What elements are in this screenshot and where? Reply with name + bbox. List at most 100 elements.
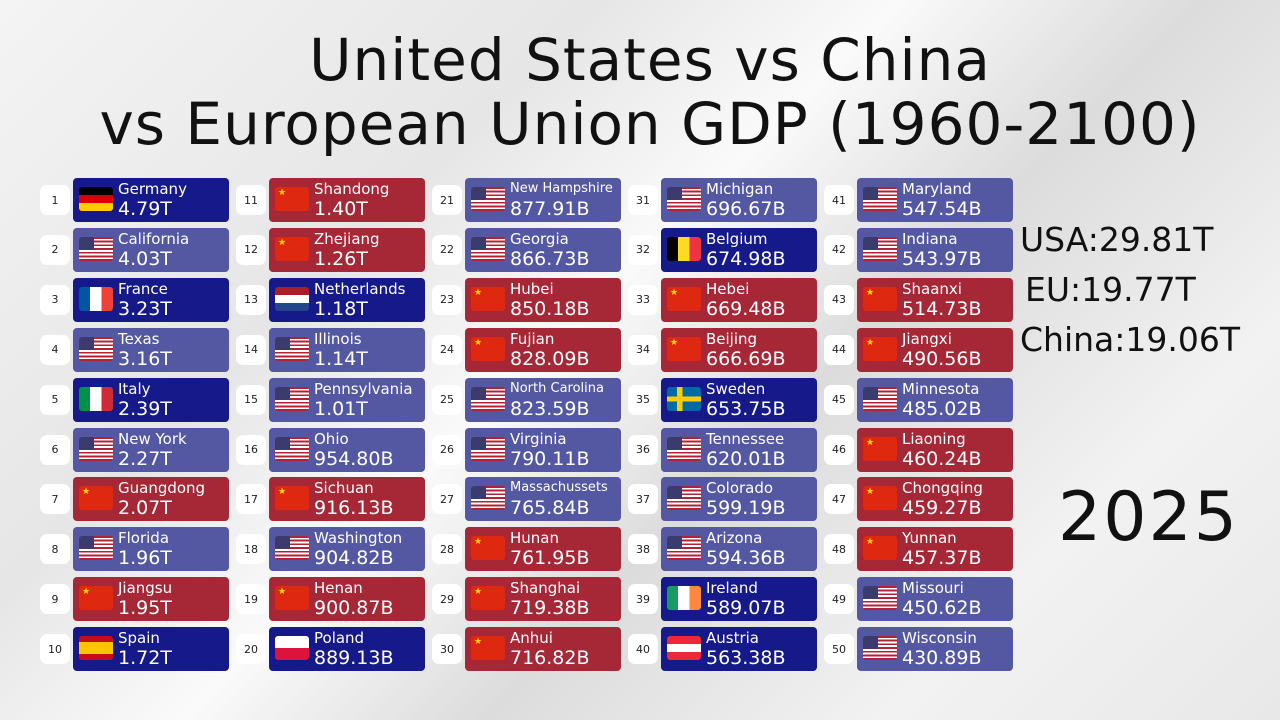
flag-cn-icon: ★ xyxy=(275,586,309,611)
rank-badge: 10 xyxy=(40,634,70,665)
region-name: Hunan xyxy=(510,529,559,548)
ranking-card: Pennsylvania 1.01T xyxy=(269,377,425,422)
flag-us-icon xyxy=(863,636,897,661)
ranking-card: ★ Zhejiang 1.26T xyxy=(269,227,425,272)
flag-cn-icon: ★ xyxy=(667,286,701,311)
region-name: Liaoning xyxy=(902,429,966,448)
gdp-value: 3.23T xyxy=(118,297,172,320)
gdp-value: 514.73B xyxy=(902,297,982,320)
rank-badge: 45 xyxy=(824,384,854,415)
ranking-card: ★ Chongqing 459.27B xyxy=(857,477,1013,522)
rank-badge: 9 xyxy=(40,584,70,615)
region-name: Germany xyxy=(118,180,187,198)
rank-badge: 43 xyxy=(824,284,854,315)
flag-us-icon xyxy=(275,436,309,461)
ranking-card: France 3.23T xyxy=(73,277,229,322)
gdp-value: 866.73B xyxy=(510,247,590,270)
region-name: Poland xyxy=(314,629,365,648)
ranking-card: Missouri 450.62B xyxy=(857,577,1013,622)
gdp-value: 459.27B xyxy=(902,497,982,520)
gdp-value: 430.89B xyxy=(902,647,982,670)
gdp-value: 543.97B xyxy=(902,247,982,270)
flag-us-icon xyxy=(471,187,505,211)
flag-us-icon xyxy=(863,386,897,411)
flag-cn-icon: ★ xyxy=(863,536,897,561)
ranking-card: North Carolina 823.59B xyxy=(465,377,621,422)
ranking-card: Maryland 547.54B xyxy=(857,178,1013,222)
region-name: Illinois xyxy=(314,329,362,348)
ranking-card: ★ Liaoning 460.24B xyxy=(857,427,1013,472)
flag-es-icon xyxy=(79,636,113,661)
ranking-card: ★ Hebei 669.48B xyxy=(661,277,817,322)
ranking-card: Texas 3.16T xyxy=(73,327,229,372)
flag-us-icon xyxy=(471,386,505,411)
gdp-value: 1.72T xyxy=(118,647,172,670)
gdp-value: 889.13B xyxy=(314,647,394,670)
region-name: Texas xyxy=(118,329,160,348)
region-name: Chongqing xyxy=(902,479,983,498)
gdp-value: 4.03T xyxy=(118,247,172,270)
flag-cn-icon: ★ xyxy=(863,336,897,361)
rank-badge: 36 xyxy=(628,434,658,465)
ranking-card: ★ Guangdong 2.07T xyxy=(73,477,229,522)
region-name: New York xyxy=(118,429,187,448)
ranking-card: Germany 4.79T xyxy=(73,178,229,222)
rank-badge: 7 xyxy=(40,484,70,515)
flag-us-icon xyxy=(863,236,897,261)
rank-badge: 25 xyxy=(432,384,462,415)
rank-badge: 21 xyxy=(432,185,462,215)
region-name: Minnesota xyxy=(902,379,980,398)
rank-badge: 1 xyxy=(40,185,70,215)
ranking-card: New York 2.27T xyxy=(73,427,229,472)
flag-us-icon xyxy=(275,536,309,561)
flag-us-icon xyxy=(667,536,701,561)
rank-badge: 26 xyxy=(432,434,462,465)
year-label: 2025 xyxy=(1058,478,1240,557)
ranking-card: Austria 563.38B xyxy=(661,627,817,672)
rank-badge: 5 xyxy=(40,384,70,415)
gdp-value: 547.54B xyxy=(902,198,982,220)
rank-badge: 2 xyxy=(40,234,70,265)
ranking-card: Georgia 866.73B xyxy=(465,227,621,272)
ranking-card: Washington 904.82B xyxy=(269,527,425,572)
rank-badge: 37 xyxy=(628,484,658,515)
gdp-value: 3.16T xyxy=(118,347,172,370)
gdp-value: 4.79T xyxy=(118,198,172,220)
gdp-value: 594.36B xyxy=(706,547,786,570)
gdp-value: 620.01B xyxy=(706,447,786,470)
rank-badge: 12 xyxy=(236,234,266,265)
ranking-card: Ohio 954.80B xyxy=(269,427,425,472)
flag-ie-icon xyxy=(667,586,701,611)
ranking-card: Arizona 594.36B xyxy=(661,527,817,572)
gdp-value: 904.82B xyxy=(314,547,394,570)
china-total: China:19.06T xyxy=(1020,320,1241,359)
gdp-value: 669.48B xyxy=(706,297,786,320)
rank-badge: 42 xyxy=(824,234,854,265)
region-name: Sweden xyxy=(706,379,766,398)
gdp-value: 828.09B xyxy=(510,347,590,370)
gdp-value: 790.11B xyxy=(510,447,590,470)
region-name: Massachussets xyxy=(510,480,608,496)
region-name: California xyxy=(118,229,190,248)
rank-badge: 11 xyxy=(236,185,266,215)
ranking-card: Massachussets 765.84B xyxy=(465,477,621,522)
rank-badge: 47 xyxy=(824,484,854,515)
page-title: United States vs China vs European Union… xyxy=(0,28,1280,156)
flag-us-icon xyxy=(471,236,505,261)
ranking-card: ★ Shanghai 719.38B xyxy=(465,577,621,622)
flag-us-icon xyxy=(79,236,113,261)
rank-badge: 3 xyxy=(40,284,70,315)
region-name: Michigan xyxy=(706,180,774,198)
ranking-card: ★ Shaanxi 514.73B xyxy=(857,277,1013,322)
ranking-card: Belgium 674.98B xyxy=(661,227,817,272)
region-name: Tennessee xyxy=(706,429,785,448)
region-name: North Carolina xyxy=(510,380,604,396)
region-name: Hebei xyxy=(706,279,750,298)
ranking-card: ★ Sichuan 916.13B xyxy=(269,477,425,522)
rank-badge: 41 xyxy=(824,185,854,215)
rank-badge: 15 xyxy=(236,384,266,415)
rank-badge: 13 xyxy=(236,284,266,315)
flag-us-icon xyxy=(667,187,701,211)
region-name: Jiangxi xyxy=(902,329,952,348)
rank-badge: 17 xyxy=(236,484,266,515)
